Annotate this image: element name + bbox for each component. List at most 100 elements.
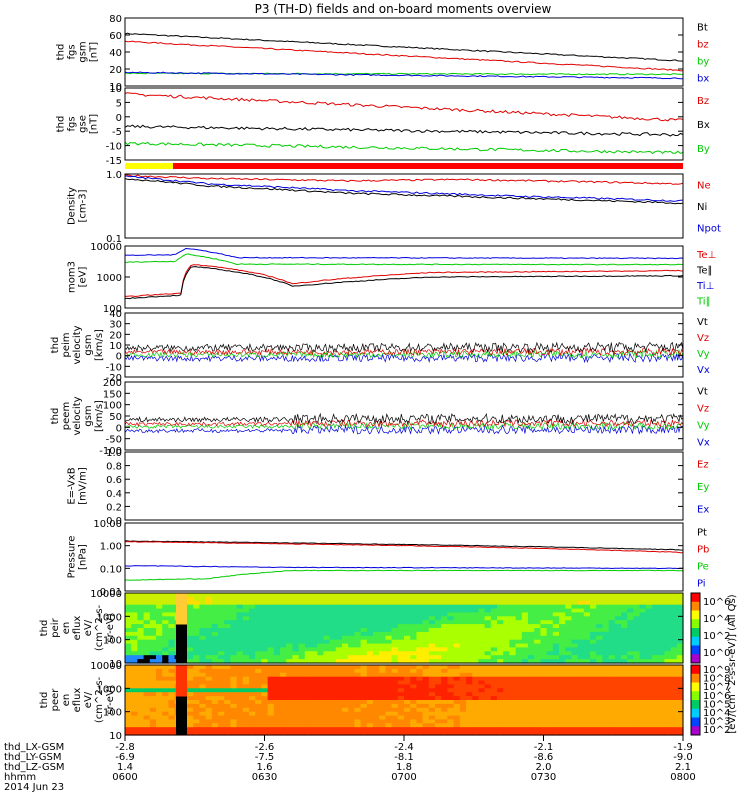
heatmap-cell	[676, 672, 684, 678]
heatmap-cell	[497, 647, 504, 652]
heatmap-cell	[255, 655, 262, 660]
heatmap-cell	[360, 659, 368, 664]
heatmap-cell	[211, 680, 219, 686]
heatmap-cell	[416, 624, 424, 629]
heatmap-cell	[546, 616, 554, 621]
heatmap-cell	[416, 593, 424, 598]
heatmap-cell	[397, 692, 405, 697]
heatmap-cell	[509, 707, 517, 713]
heatmap-cell	[211, 715, 219, 721]
heatmap-cell	[317, 723, 324, 728]
y-axis-label: Pressure	[67, 536, 78, 579]
heatmap-cell	[645, 612, 653, 617]
heatmap-cell	[608, 676, 616, 682]
heatmap-cell	[416, 635, 424, 641]
heatmap-cell	[205, 703, 213, 709]
heatmap-cell	[125, 672, 132, 678]
heatmap-cell	[503, 612, 510, 617]
heatmap-cell	[621, 647, 628, 652]
heatmap-cell	[298, 600, 306, 606]
x-tick-label: -8.6	[534, 752, 554, 763]
heatmap-cell	[143, 665, 151, 670]
heatmap-cell	[478, 715, 486, 721]
heatmap-cell	[366, 665, 374, 670]
heatmap-cell	[422, 700, 430, 705]
heatmap-cell	[211, 676, 219, 682]
y-axis-label: [eV]	[78, 267, 89, 288]
heatmap-cell	[385, 700, 393, 705]
y-tick-label: 100	[103, 401, 122, 412]
panel-frame	[124, 522, 684, 592]
heatmap-cell	[472, 676, 479, 682]
heatmap-cell	[242, 647, 250, 652]
heatmap-cell	[583, 715, 591, 721]
heatmap-cell	[187, 665, 194, 670]
heatmap-cell	[676, 628, 684, 633]
heatmap-cell	[422, 703, 430, 709]
heatmap-cell	[348, 631, 355, 637]
heatmap-cell	[199, 635, 207, 641]
heatmap-cell	[211, 700, 219, 705]
heatmap-cell	[528, 723, 535, 728]
heatmap-cell	[329, 731, 337, 736]
heatmap-cell	[125, 692, 132, 697]
heatmap-cell	[515, 711, 523, 717]
heatmap-cell	[521, 612, 529, 617]
heatmap-cell	[249, 659, 256, 664]
heatmap-cell	[478, 688, 486, 693]
heatmap-cell	[521, 631, 529, 637]
heatmap-cell	[552, 727, 560, 732]
y-axis-label: [nPa]	[78, 544, 89, 570]
heatmap-cell	[559, 647, 566, 652]
heatmap-cell	[187, 696, 194, 701]
heatmap-cell	[360, 647, 368, 652]
heatmap-cell	[199, 616, 207, 621]
heatmap-cell	[410, 612, 417, 617]
y-axis-label: gsm	[78, 41, 89, 62]
heatmap-cell	[156, 628, 163, 633]
heatmap-cell	[168, 612, 176, 617]
heatmap-cell	[515, 727, 523, 732]
heatmap-cell	[596, 680, 603, 686]
heatmap-cell	[608, 700, 616, 705]
heatmap-cell	[280, 731, 287, 736]
heatmap-cell	[633, 707, 641, 713]
heatmap-cell	[143, 680, 151, 686]
heatmap-cell	[273, 700, 281, 705]
heatmap-cell	[645, 727, 653, 732]
heatmap-cell	[187, 700, 194, 705]
heatmap-cell	[422, 668, 430, 674]
heatmap-cell	[490, 692, 498, 697]
heatmap-cell	[441, 684, 448, 689]
heatmap-cell	[224, 696, 231, 701]
heatmap-cell	[664, 631, 672, 637]
heatmap-cell	[373, 696, 380, 701]
heatmap-cell	[131, 624, 138, 629]
heatmap-cell	[633, 696, 641, 701]
heatmap-cell	[540, 696, 548, 701]
y-tick-label: 0.10	[100, 564, 122, 575]
heatmap-cell	[633, 612, 641, 617]
heatmap-cell	[342, 715, 349, 721]
heatmap-cell	[435, 604, 442, 610]
heatmap-cell	[410, 692, 417, 697]
heatmap-cell	[459, 604, 467, 610]
heatmap-cell	[497, 684, 504, 689]
heatmap-cell	[323, 600, 331, 606]
heatmap-cell	[546, 668, 554, 674]
heatmap-cell	[614, 608, 622, 614]
heatmap-cell	[391, 647, 399, 652]
y-tick-label: -100	[99, 446, 122, 457]
heatmap-cell	[639, 707, 647, 713]
heatmap-cell	[199, 711, 207, 717]
heatmap-cell	[199, 651, 207, 656]
heatmap-cell	[521, 711, 529, 717]
heatmap-cell	[596, 665, 603, 670]
heatmap-cell	[168, 707, 176, 713]
heatmap-cell	[670, 692, 678, 697]
heatmap-cell	[397, 631, 405, 637]
heatmap-cell	[484, 631, 492, 637]
heatmap-cell	[131, 727, 138, 732]
heatmap-cell	[676, 688, 684, 693]
